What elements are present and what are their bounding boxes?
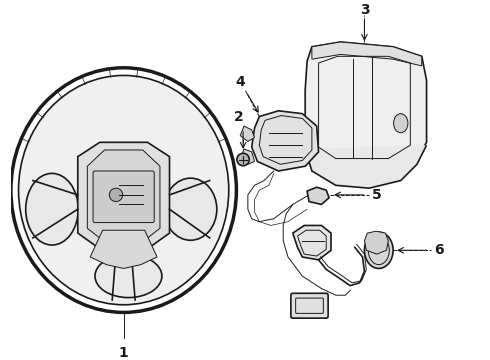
Polygon shape <box>252 111 318 171</box>
Text: 4: 4 <box>235 75 245 89</box>
Polygon shape <box>240 149 255 164</box>
Text: 1: 1 <box>119 346 128 360</box>
Polygon shape <box>305 145 427 188</box>
Ellipse shape <box>19 76 229 305</box>
Polygon shape <box>78 142 170 252</box>
Text: 6: 6 <box>434 243 444 257</box>
Ellipse shape <box>164 178 217 240</box>
FancyBboxPatch shape <box>291 293 328 318</box>
Polygon shape <box>87 150 160 246</box>
Text: 5: 5 <box>372 188 382 202</box>
Text: 2: 2 <box>233 109 243 123</box>
Ellipse shape <box>25 174 78 245</box>
Ellipse shape <box>393 114 408 133</box>
Ellipse shape <box>237 153 249 166</box>
Polygon shape <box>90 230 157 269</box>
Polygon shape <box>240 126 255 141</box>
Ellipse shape <box>95 255 162 298</box>
Polygon shape <box>312 42 422 66</box>
Text: 3: 3 <box>360 3 369 17</box>
Polygon shape <box>365 231 389 254</box>
Polygon shape <box>307 187 329 204</box>
FancyBboxPatch shape <box>93 171 154 222</box>
Ellipse shape <box>365 232 393 269</box>
Polygon shape <box>305 42 427 174</box>
Ellipse shape <box>109 188 122 202</box>
Polygon shape <box>293 225 331 260</box>
